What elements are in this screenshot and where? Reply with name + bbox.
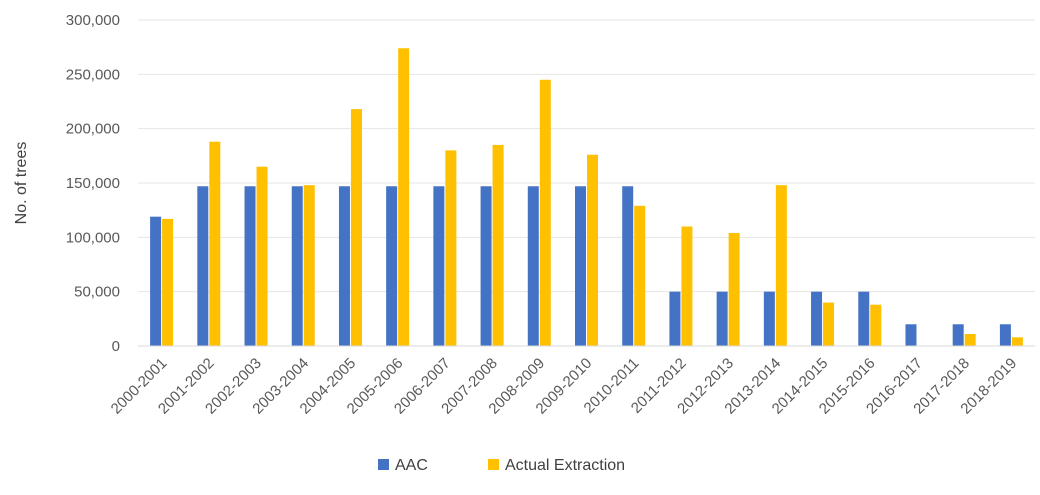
bar-aac xyxy=(338,186,350,346)
legend-label: Actual Extraction xyxy=(505,457,625,474)
bar-actual-extraction xyxy=(587,154,598,346)
bar-actual-extraction xyxy=(634,205,646,346)
bar-actual-extraction xyxy=(1011,337,1023,346)
bar-aac xyxy=(858,291,870,346)
bar-aac xyxy=(669,291,681,346)
y-tick-label: 50,000 xyxy=(74,284,120,301)
bar-aac xyxy=(291,186,303,346)
bar-aac xyxy=(622,186,634,346)
y-tick-label: 200,000 xyxy=(66,121,120,138)
bar-actual-extraction xyxy=(823,302,835,346)
legend-swatch xyxy=(488,459,499,470)
y-tick-label: 150,000 xyxy=(66,175,120,192)
legend-label: AAC xyxy=(395,457,428,474)
y-tick-label: 0 xyxy=(112,338,120,355)
legend-swatch xyxy=(378,459,389,470)
bar-actual-extraction xyxy=(964,334,976,346)
bar-aac xyxy=(811,291,823,346)
bar-aac xyxy=(150,216,162,346)
bar-aac xyxy=(480,186,492,346)
bar-actual-extraction xyxy=(681,226,693,346)
bar-aac xyxy=(575,186,586,346)
y-tick-label: 300,000 xyxy=(66,12,120,29)
bar-aac xyxy=(763,291,775,346)
bar-actual-extraction xyxy=(256,166,268,346)
bar-actual-extraction xyxy=(209,141,221,346)
bar-aac xyxy=(244,186,256,346)
bar-actual-extraction xyxy=(492,144,504,346)
bar-aac xyxy=(527,186,539,346)
bar-aac xyxy=(905,324,917,346)
y-tick-label: 100,000 xyxy=(66,229,120,246)
bar-aac xyxy=(952,324,964,346)
bar-actual-extraction xyxy=(350,109,362,347)
x-axis-ticks: 2000-20012001-20022002-20032003-20042004… xyxy=(108,355,1021,418)
bar-actual-extraction xyxy=(398,48,410,347)
bar-actual-extraction xyxy=(162,218,174,346)
bar-aac xyxy=(433,186,445,346)
bar-actual-extraction xyxy=(539,79,551,347)
bar-aac xyxy=(999,324,1011,346)
bar-actual-extraction xyxy=(303,185,315,346)
y-tick-label: 250,000 xyxy=(66,66,120,83)
y-axis-ticks: 0 50,000 100,000 150,000 200,000 250,000 300,0… xyxy=(66,12,120,355)
legend: AAC Actual Extraction xyxy=(378,457,625,474)
bar-actual-extraction xyxy=(445,150,457,346)
bar-aac xyxy=(197,186,209,346)
bar-aac xyxy=(716,291,728,346)
y-axis-title: No. of trees xyxy=(13,142,30,225)
bars xyxy=(150,48,1023,347)
bar-actual-extraction xyxy=(728,232,740,346)
bar-actual-extraction xyxy=(870,304,882,346)
bar-actual-extraction xyxy=(775,185,787,346)
bar-aac xyxy=(386,186,398,346)
gridlines xyxy=(138,19,1035,293)
